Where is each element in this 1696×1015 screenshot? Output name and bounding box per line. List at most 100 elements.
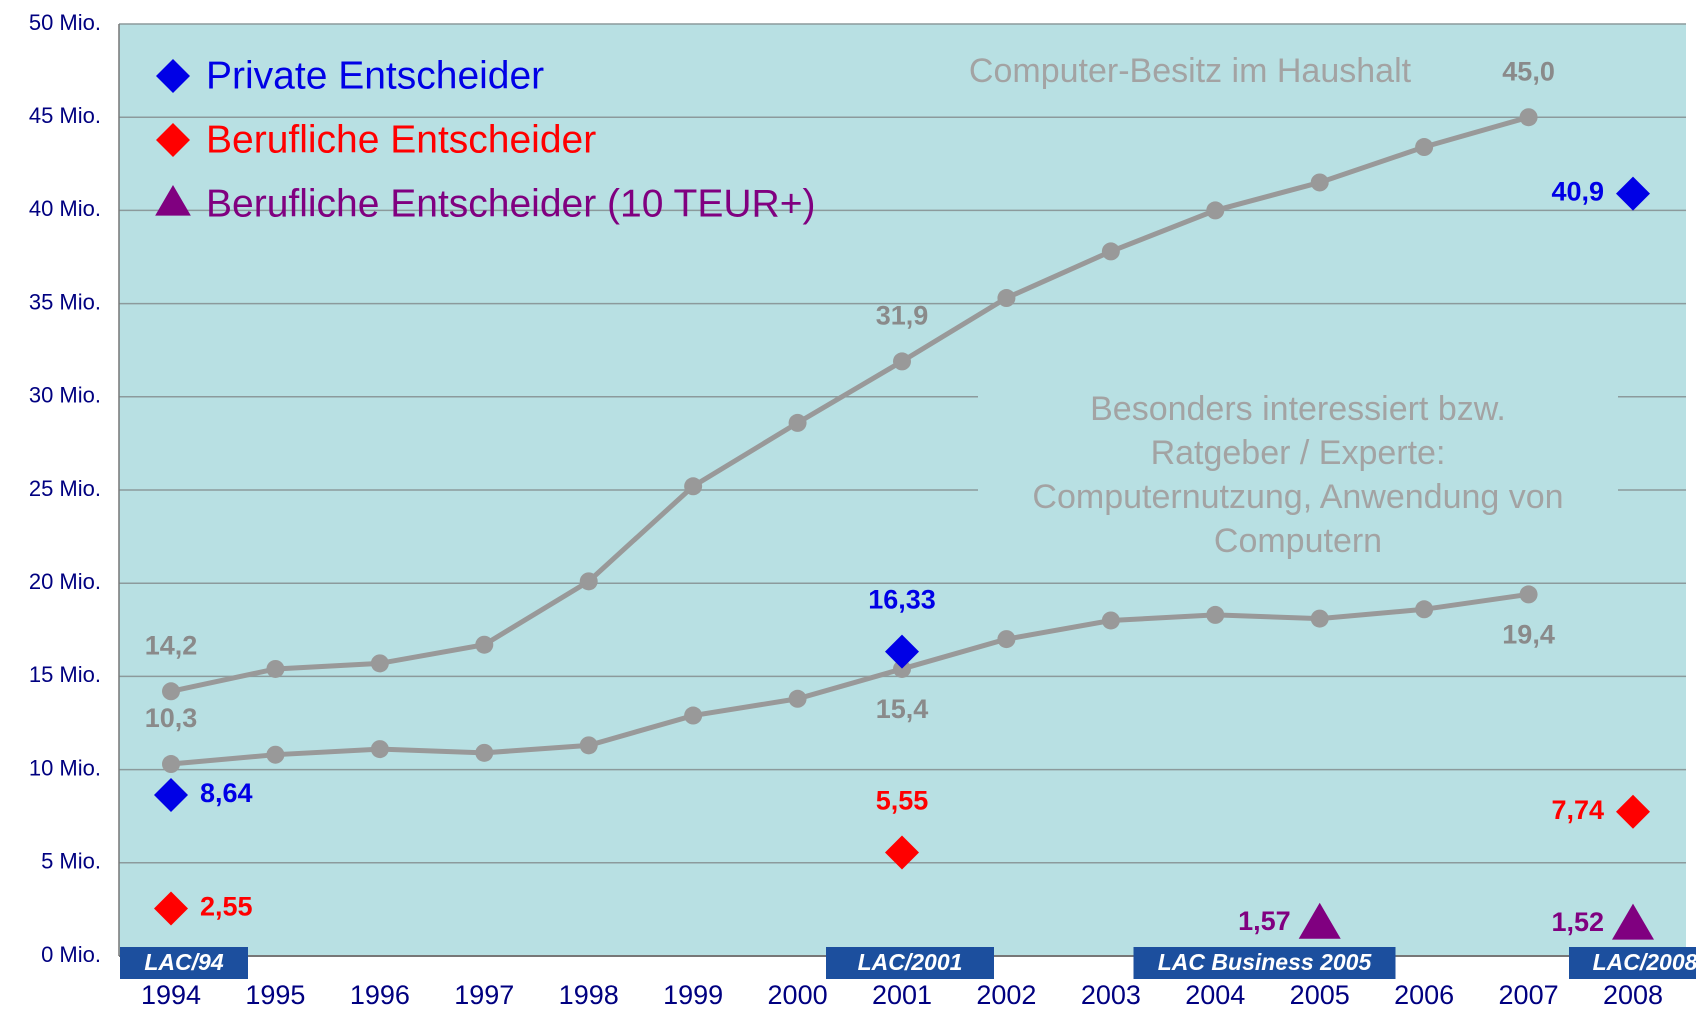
y-tick-label: 30 Mio.	[29, 383, 101, 408]
y-tick-label: 10 Mio.	[29, 755, 101, 780]
line-point	[475, 635, 494, 654]
line-point	[579, 572, 598, 591]
legend-label: Berufliche Entscheider (10 TEUR+)	[206, 182, 815, 225]
y-tick-label: 35 Mio.	[29, 289, 101, 314]
line-point	[997, 630, 1016, 649]
value-label: 16,33	[868, 585, 936, 615]
line-point	[1206, 201, 1225, 220]
annotation: Computern	[1214, 522, 1382, 560]
y-tick-label: 50 Mio.	[29, 10, 101, 35]
value-label: 10,3	[145, 703, 198, 733]
line-point	[684, 706, 703, 725]
line-point	[1415, 138, 1434, 157]
badge-label: LAC/94	[144, 949, 223, 975]
line-point	[370, 654, 389, 673]
badge-label: LAC Business 2005	[1158, 949, 1373, 975]
line-point	[266, 745, 285, 764]
line-point	[1310, 173, 1329, 192]
x-tick-label: 2001	[872, 980, 932, 1010]
line-point	[162, 755, 180, 774]
value-label: 1,57	[1238, 906, 1291, 936]
line-point	[1519, 585, 1538, 604]
annotation: Computer-Besitz im Haushalt	[969, 52, 1412, 90]
point	[885, 835, 919, 870]
line-point	[1310, 609, 1329, 628]
badge-label: LAC/2001	[858, 949, 963, 975]
y-tick-label: 20 Mio.	[29, 569, 101, 594]
legend-label: Private Entscheider	[206, 54, 544, 97]
point	[154, 891, 188, 926]
x-tick-label: 1999	[663, 980, 723, 1010]
point	[154, 777, 188, 812]
x-tick-label: 1997	[454, 980, 514, 1010]
x-tick-label: 2004	[1185, 980, 1245, 1010]
badge	[826, 947, 994, 979]
value-label: 31,9	[876, 301, 929, 331]
x-tick-label: 2002	[976, 980, 1036, 1010]
line-point	[893, 659, 911, 678]
legend-label: Berufliche Entscheider	[206, 118, 596, 161]
value-label: 5,55	[876, 786, 929, 816]
line-point	[1101, 611, 1120, 630]
value-label: 19,4	[1502, 620, 1555, 650]
value-label: 1,52	[1551, 907, 1604, 937]
x-tick-label: 2008	[1603, 980, 1663, 1010]
x-tick-label: 1998	[559, 980, 619, 1010]
line-point	[788, 689, 807, 708]
line	[170, 591, 1529, 767]
x-tick-label: 1994	[141, 980, 201, 1010]
value-label: 7,74	[1551, 795, 1604, 825]
y-tick-label: 25 Mio.	[29, 476, 101, 501]
line-point	[684, 477, 703, 496]
annotation: Computernutzung, Anwendung von	[1032, 478, 1563, 516]
badge	[1133, 947, 1396, 979]
line-point	[997, 289, 1016, 308]
x-tick-label: 2000	[768, 980, 828, 1010]
badge	[120, 947, 248, 979]
x-tick-label: 2007	[1499, 980, 1559, 1010]
x-tick-label: 2005	[1290, 980, 1350, 1010]
legend-marker	[155, 185, 191, 216]
line-point	[1519, 108, 1538, 127]
y-tick-label: 40 Mio.	[29, 196, 101, 221]
y-tick-label: 15 Mio.	[29, 662, 101, 687]
point	[1298, 902, 1341, 939]
point	[885, 634, 919, 669]
value-label: 14,2	[145, 630, 198, 660]
line-point	[1206, 605, 1225, 624]
legend-marker	[156, 123, 190, 157]
line	[170, 114, 1530, 694]
value-label: 2,55	[200, 892, 253, 922]
line-point	[1415, 600, 1434, 619]
y-tick-label: 0 Mio.	[41, 942, 101, 967]
value-label: 40,9	[1551, 177, 1604, 207]
value-label: 8,64	[200, 778, 253, 808]
annotation-bg	[978, 383, 1618, 569]
value-label: 15,4	[876, 694, 929, 724]
point	[1612, 903, 1654, 940]
badge-label: LAC/2008	[1593, 949, 1696, 975]
x-tick-label: 1996	[350, 980, 410, 1010]
line-point	[370, 740, 389, 759]
point	[1616, 794, 1650, 829]
line-point	[475, 743, 494, 762]
line-point	[579, 736, 598, 755]
line-point	[266, 659, 285, 678]
badge	[1569, 947, 1696, 979]
annotation: Besonders interessiert bzw.	[1090, 390, 1506, 428]
y-tick-label: 5 Mio.	[41, 849, 101, 874]
value-label: 45,0	[1502, 56, 1555, 86]
annotation: Ratgeber / Experte:	[1151, 434, 1446, 472]
annotation-bg	[920, 45, 1460, 99]
point	[1616, 176, 1650, 211]
x-tick-label: 1995	[245, 980, 305, 1010]
legend-marker	[156, 59, 190, 93]
x-tick-label: 2003	[1081, 980, 1141, 1010]
line-point	[893, 352, 911, 371]
line-point	[1101, 242, 1120, 261]
x-tick-label: 2006	[1394, 980, 1454, 1010]
line-point	[162, 682, 180, 701]
y-tick-label: 45 Mio.	[29, 103, 101, 128]
line-point	[788, 413, 807, 432]
